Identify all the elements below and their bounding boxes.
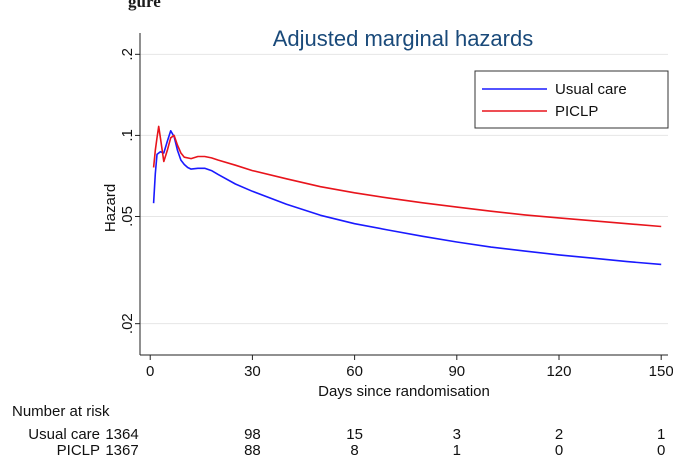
risk-value: 0 [657,442,665,459]
series-lines [152,125,662,266]
risk-value: 1 [453,442,461,459]
x-tick-label: 30 [244,363,261,380]
legend-label: PICLP [555,103,598,120]
x-tick-label: 150 [649,363,673,380]
x-axis-label: Days since randomisation [318,383,490,400]
series-line-piclp [152,125,662,228]
risk-row-label: Usual care [28,426,100,443]
y-tick-label: .05 [119,206,136,227]
y-tick-label: .02 [119,313,136,334]
legend-label: Usual care [555,81,627,98]
x-tick-label: 60 [346,363,363,380]
y-axis-label: Hazard [102,184,119,232]
x-axis: 0 30 60 90 120 150 [140,354,673,380]
risk-value: 1 [657,426,665,443]
grid-lines [140,53,668,325]
risk-value: 8 [350,442,358,459]
x-tick-label: 90 [448,363,465,380]
risk-table-header: Number at risk [12,403,110,420]
y-axis: .02 .05 .1 .2 [119,33,141,355]
legend-box [474,70,669,129]
risk-value: 88 [244,442,261,459]
y-tick-label: .2 [119,48,136,61]
series-line-usual-care [152,130,662,266]
risk-row-label: PICLP [57,442,100,459]
risk-value: 2 [555,426,563,443]
x-tick-label: 120 [546,363,571,380]
risk-value: 1364 [105,426,138,443]
risk-value: 3 [453,426,461,443]
y-tick-label: .1 [119,129,136,142]
risk-value: 98 [244,426,261,443]
legend: Usual care PICLP [474,70,669,129]
risk-value: 1367 [105,442,138,459]
figure-caption-fragment: gure [128,0,161,11]
risk-value: 0 [555,442,563,459]
risk-value: 15 [346,426,363,443]
chart-title: Adjusted marginal hazards [273,26,533,51]
x-tick-label: 0 [146,363,154,380]
